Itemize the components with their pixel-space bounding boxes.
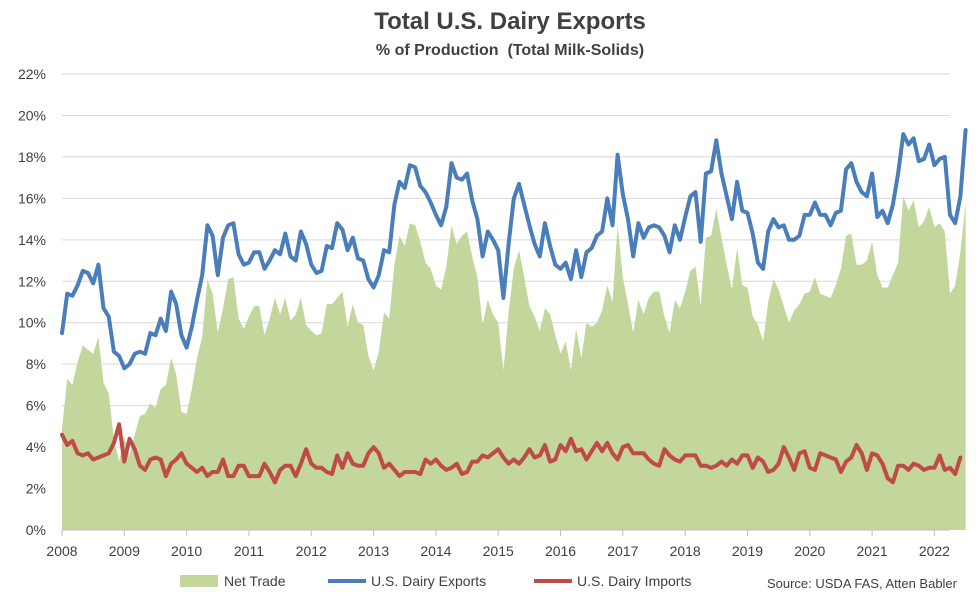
x-tick-label: 2019 <box>732 543 763 559</box>
y-tick-label: 14% <box>18 232 46 248</box>
y-tick-label: 18% <box>18 149 46 165</box>
x-tick-label: 2013 <box>358 543 389 559</box>
x-tick-label: 2014 <box>420 543 451 559</box>
y-tick-label: 22% <box>18 66 46 82</box>
x-tick-label: 2020 <box>794 543 825 559</box>
y-tick-label: 2% <box>26 481 46 497</box>
dairy-imports-line <box>60 422 963 485</box>
x-tick-label: 2017 <box>607 543 638 559</box>
x-axis: 2008 2009 2010 2011 2012 2013 2014 2015 2016 2017… <box>46 530 950 559</box>
chart-title: Total U.S. Dairy Exports <box>374 8 646 35</box>
legend-label-net-trade: Net Trade <box>224 573 286 589</box>
x-tick-label: 2021 <box>857 543 888 559</box>
legend: Net Trade U.S. Dairy Exports U.S. Dairy … <box>180 573 691 589</box>
x-tick-label: 2012 <box>296 543 327 559</box>
x-tick-label: 2016 <box>545 543 576 559</box>
dairy-exports-line <box>60 128 968 371</box>
x-tick-label: 2015 <box>483 543 514 559</box>
x-tick-label: 2018 <box>670 543 701 559</box>
legend-label-exports: U.S. Dairy Exports <box>371 573 486 589</box>
legend-swatch-net-trade <box>180 575 218 587</box>
x-tick-label: 2022 <box>919 543 950 559</box>
y-tick-label: 0% <box>26 522 46 538</box>
x-tick-label: 2009 <box>109 543 140 559</box>
y-tick-label: 10% <box>18 315 46 331</box>
x-tick-label: 2011 <box>234 543 264 559</box>
net-trade-area <box>62 196 966 531</box>
y-tick-label: 20% <box>18 107 46 123</box>
legend-label-imports: U.S. Dairy Imports <box>577 573 691 589</box>
y-tick-label: 16% <box>18 190 46 206</box>
y-tick-label: 8% <box>26 356 46 372</box>
y-axis: 0% 2% 4% 6% 8% 10% 12% 14% 16% 18% 20% 22% <box>18 66 46 538</box>
y-tick-label: 6% <box>26 398 46 414</box>
x-tick-label: 2008 <box>46 543 77 559</box>
chart-subtitle: % of Production (Total Milk-Solids) <box>376 42 644 59</box>
x-tick-label: 2010 <box>171 543 202 559</box>
y-tick-label: 4% <box>26 439 46 455</box>
y-tick-label: 12% <box>18 273 46 289</box>
source-note: Source: USDA FAS, Atten Babler <box>767 576 958 591</box>
